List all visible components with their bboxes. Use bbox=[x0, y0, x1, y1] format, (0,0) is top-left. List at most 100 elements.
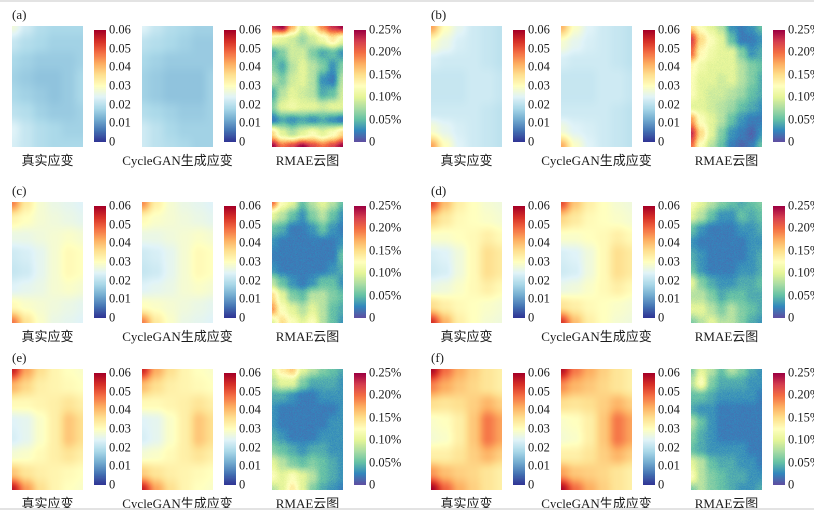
tick-label: 0.10% bbox=[788, 432, 814, 447]
tick-label: 0.25% bbox=[369, 22, 402, 37]
heatmap-unit: 真实应变 0.06 0.05 0.04 0.03 0.02 0.01 0 bbox=[12, 23, 136, 169]
tick-label: 0.10% bbox=[369, 89, 402, 104]
tick-label: 0.01 bbox=[109, 458, 131, 473]
panel: (e) 真实应变 0.06 0.05 0.04 0.03 0.02 0.01 0 Cycle… bbox=[0, 341, 407, 508]
panel-label: (c) bbox=[12, 183, 27, 198]
heatmap-unit: RMAE云图 0.25% 0.20% 0.15% 0.10% 0.05% 0 bbox=[272, 22, 406, 169]
panel-label: (f) bbox=[431, 350, 444, 365]
tick-label: 0.06 bbox=[528, 365, 550, 380]
tick-label: 0.06 bbox=[658, 22, 680, 37]
tick-label: 0.02 bbox=[658, 440, 680, 455]
tick-label: 0.01 bbox=[239, 115, 261, 130]
heatmap-column: CycleGAN生成应变 bbox=[122, 369, 233, 508]
plot-caption: 真实应变 bbox=[21, 329, 74, 344]
tick-label: 0.02 bbox=[109, 273, 131, 288]
tick-label: 0.03 bbox=[528, 421, 550, 436]
tick-label: 0.04 bbox=[658, 235, 680, 250]
colorbar-ticks: 0.25% 0.20% 0.15% 0.10% 0.05% 0 bbox=[788, 365, 814, 492]
panel: (c) 真实应变 0.06 0.05 0.04 0.03 0.02 0.01 0 Cycle… bbox=[0, 174, 407, 344]
tick-label: 0.25% bbox=[369, 198, 402, 213]
heatmap-column: 真实应变 bbox=[12, 26, 83, 169]
strain-heatmap-canvas bbox=[12, 26, 83, 147]
tick-label: 0.02 bbox=[528, 440, 550, 455]
heatmap-unit: RMAE云图 0.25% 0.20% 0.15% 0.10% 0.05% 0 bbox=[691, 198, 814, 345]
rmae-heatmap-canvas bbox=[691, 369, 762, 490]
rmae-heatmap-canvas bbox=[691, 26, 762, 147]
tick-label: 0.05 bbox=[528, 217, 550, 232]
tick-label: 0.25% bbox=[788, 198, 814, 213]
tick-label: 0.04 bbox=[239, 235, 261, 250]
plot-caption: RMAE云图 bbox=[275, 153, 340, 168]
heatmap-column: RMAE云图 bbox=[272, 202, 343, 345]
tick-label: 0.02 bbox=[528, 273, 550, 288]
tick-label: 0.02 bbox=[239, 97, 261, 112]
strain-heatmap-canvas bbox=[142, 26, 213, 147]
tick-label: 0.20% bbox=[369, 220, 402, 235]
strain-heatmap-canvas bbox=[142, 202, 213, 323]
tick-label: 0.05 bbox=[658, 41, 680, 56]
colorbar-ticks: 0.06 0.05 0.04 0.03 0.02 0.01 0 bbox=[239, 23, 266, 149]
heatmap-unit: RMAE云图 0.25% 0.20% 0.15% 0.10% 0.05% 0 bbox=[691, 365, 814, 508]
tick-label: 0 bbox=[369, 310, 376, 325]
tick-label: 0.02 bbox=[658, 97, 680, 112]
tick-label: 0 bbox=[788, 477, 795, 492]
tick-label: 0.05% bbox=[369, 112, 402, 127]
tick-label: 0 bbox=[528, 477, 535, 492]
tick-label: 0 bbox=[658, 310, 665, 325]
colorbar-canvas bbox=[94, 206, 106, 318]
tick-label: 0.20% bbox=[788, 387, 814, 402]
tick-label: 0 bbox=[109, 477, 116, 492]
tick-label: 0.25% bbox=[788, 365, 814, 380]
plot-caption: RMAE云图 bbox=[694, 153, 759, 168]
tick-label: 0 bbox=[658, 134, 665, 149]
rmae-heatmap-canvas bbox=[272, 369, 343, 490]
colorbar-canvas bbox=[224, 30, 236, 142]
tick-label: 0 bbox=[109, 134, 116, 149]
heatmap-column: CycleGAN生成应变 bbox=[122, 202, 233, 345]
heatmap-column: 真实应变 bbox=[431, 369, 502, 510]
panel: (a) 真实应变 0.06 0.05 0.04 0.03 0.02 0.01 0 Cycle… bbox=[0, 2, 407, 174]
strain-heatmap-canvas bbox=[561, 369, 632, 490]
strain-heatmap-canvas bbox=[431, 369, 502, 490]
tick-label: 0.04 bbox=[658, 402, 680, 417]
colorbar-canvas bbox=[94, 373, 106, 485]
tick-label: 0 bbox=[239, 134, 246, 149]
tick-label: 0.04 bbox=[658, 59, 680, 74]
tick-label: 0.20% bbox=[369, 387, 402, 402]
colorbar-canvas bbox=[354, 30, 366, 142]
tick-label: 0.05% bbox=[369, 455, 402, 470]
colorbar-ticks: 0.06 0.05 0.04 0.03 0.02 0.01 0 bbox=[658, 22, 685, 149]
tick-label: 0.01 bbox=[239, 291, 261, 306]
colorbar-ticks: 0.25% 0.20% 0.15% 0.10% 0.05% 0 bbox=[788, 22, 814, 148]
tick-label: 0.15% bbox=[788, 67, 814, 82]
tick-label: 0.25% bbox=[788, 22, 814, 37]
panel-plots: 真实应变 0.06 0.05 0.04 0.03 0.02 0.01 0 CycleGAN生… bbox=[431, 22, 814, 169]
heatmap-column: RMAE云图 bbox=[691, 26, 762, 169]
colorbar-ticks: 0.06 0.05 0.04 0.03 0.02 0.01 0 bbox=[528, 199, 555, 324]
colorbar-canvas bbox=[643, 206, 655, 318]
plot-caption: CycleGAN生成应变 bbox=[541, 329, 652, 344]
colorbar-canvas bbox=[513, 206, 525, 318]
tick-label: 0.05% bbox=[369, 288, 402, 303]
panel-plots: 真实应变 0.06 0.05 0.04 0.03 0.02 0.01 0 CycleGAN生… bbox=[431, 198, 814, 345]
tick-label: 0.20% bbox=[369, 44, 402, 59]
tick-label: 0.01 bbox=[658, 291, 680, 306]
tick-label: 0.06 bbox=[658, 365, 680, 380]
tick-label: 0.04 bbox=[239, 59, 261, 74]
panel-label: (b) bbox=[431, 7, 447, 22]
panel: (b) 真实应变 0.06 0.05 0.04 0.03 0.02 0.01 0 Cycle… bbox=[407, 2, 814, 174]
tick-label: 0.10% bbox=[369, 432, 402, 447]
heatmap-unit: 真实应变 0.06 0.05 0.04 0.03 0.02 0.01 0 bbox=[12, 366, 136, 508]
tick-label: 0.05 bbox=[658, 384, 680, 399]
heatmap-unit: RMAE云图 0.25% 0.20% 0.15% 0.10% 0.05% 0 bbox=[272, 198, 406, 345]
tick-label: 0 bbox=[369, 477, 376, 492]
panel: (f) 真实应变 0.06 0.05 0.04 0.03 0.02 0.01 0 Cycle… bbox=[407, 341, 814, 510]
plot-caption: 真实应变 bbox=[440, 496, 493, 510]
tick-label: 0.03 bbox=[239, 254, 261, 269]
tick-label: 0.03 bbox=[658, 78, 680, 93]
tick-label: 0.05 bbox=[528, 384, 550, 399]
strain-heatmap-canvas bbox=[561, 26, 632, 147]
tick-label: 0.15% bbox=[788, 243, 814, 258]
colorbar-canvas bbox=[94, 30, 106, 142]
panel-label: (d) bbox=[431, 183, 447, 198]
